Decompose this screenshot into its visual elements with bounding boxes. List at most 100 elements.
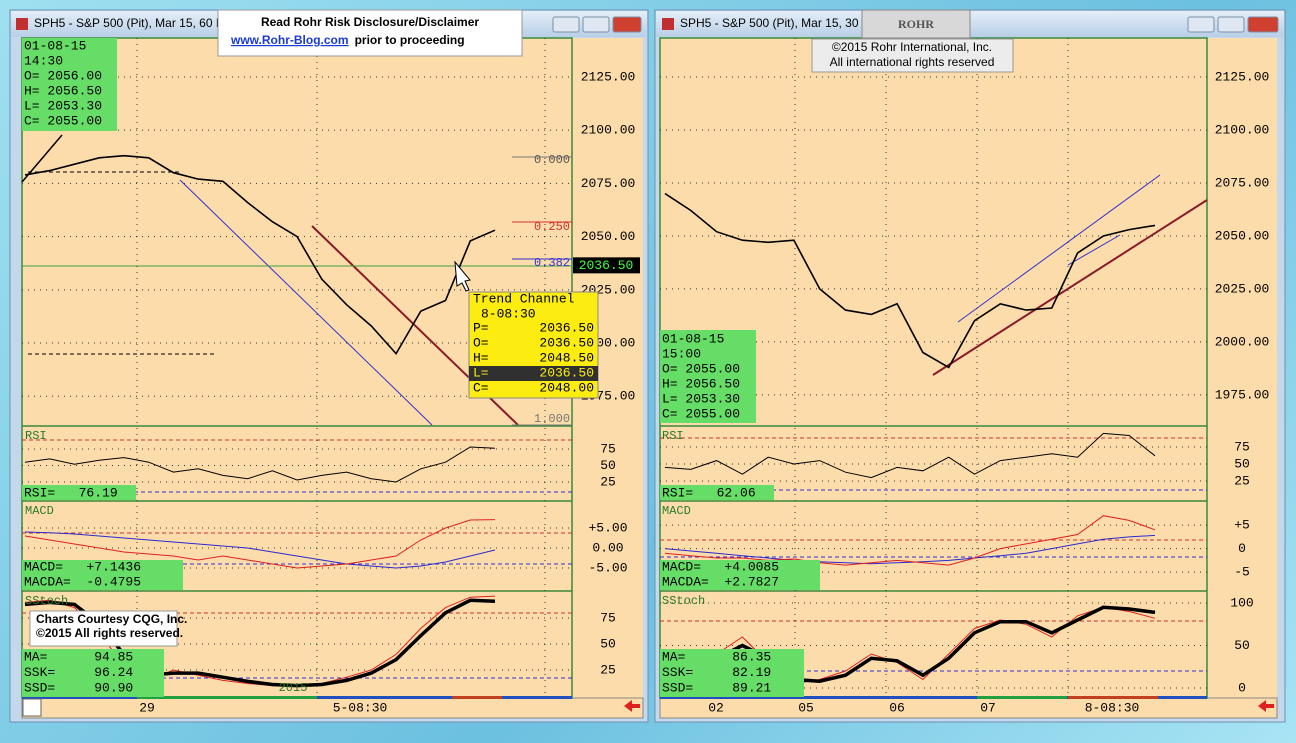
app-icon [662,18,674,30]
readout-text: H= 2056.50 [24,83,102,98]
tooltip-value: 2036.50 [539,335,594,350]
x-tick-label: 07 [980,700,996,715]
readout-box [22,560,183,590]
panel-label: MACD [25,504,54,518]
price-line [664,192,1156,369]
scroll-thumb[interactable] [22,698,42,717]
readout-text: MACDA= -0.4795 [24,574,141,589]
courtesy: Charts Courtesy CQG, Inc. ©2015 All righ… [29,610,187,647]
readout-text: MACD= +7.1436 [24,559,141,574]
ssd-line [664,605,1156,683]
macda-line [664,534,1156,565]
readout-text: O= 2056.00 [24,68,102,83]
readout-text: RSI= 76.19 [24,485,118,500]
y-tick-label: +5 [1234,518,1250,533]
window-buttons[interactable] [552,16,1279,33]
y-tick-label: 50 [600,458,616,473]
color-strip [22,696,1207,699]
y-tick-label: 25 [600,474,616,489]
readout-box [22,649,164,697]
app-icon [16,18,28,30]
tooltip-time: 8-08:30 [481,306,536,321]
price-line [24,154,496,356]
y-tick-label: 75 [600,441,616,456]
readout-text: 01-08-15 [24,38,86,53]
banner-link[interactable]: www.Rohr-Blog.com [230,33,349,47]
y-tick-label: 2100.00 [581,123,636,138]
tooltip-key: P= [473,320,489,335]
banner-title: Read Rohr Risk Disclosure/Disclaimer [261,15,479,29]
readout-text: L= 2053.30 [662,391,740,406]
readout-box [660,330,756,423]
tooltip-key: C= [473,380,489,395]
banner-tail: prior to proceeding [355,33,465,47]
x-tick-label: 06 [889,700,905,715]
tooltip-value: 2036.50 [539,365,594,380]
readout-box [660,560,820,590]
macd-line [664,515,1156,566]
y-tick-label: 50 [600,636,616,651]
y-tick-label: 2100.00 [1215,122,1270,137]
rsi-line [24,446,496,483]
readout-text: 14:30 [24,53,63,68]
readout-text: SSD= 89.21 [662,680,771,695]
readout-text: C= 2055.00 [24,113,102,128]
banner-line: www.Rohr-Blog.com prior to proceeding [230,33,465,47]
readout-box [660,485,774,500]
fib-label: 0.250 [534,220,570,234]
window-title: SPH5 - S&P 500 (Pit), Mar 15, 30 Min [680,16,881,30]
ssk-line [664,606,1156,685]
panel-label: SStoch [662,594,705,608]
scroll-arrow[interactable] [1258,700,1274,712]
y-tick-label: 2075.00 [1215,175,1270,190]
y-tick-label: 75 [600,610,616,625]
y-tick-label: 0 [1238,680,1246,695]
readout-text: SSK= 82.19 [662,665,771,680]
tooltip-value: 2048.00 [539,380,594,395]
last-price-box [573,257,640,274]
x-tick-label: 5-08:30 [333,700,388,715]
tooltip-key: H= [473,350,489,365]
readout-text: H= 2056.50 [662,376,740,391]
y-tick-label: 50 [1234,638,1250,653]
copyright: All international rights reserved [830,55,995,69]
tooltip-value: 2048.50 [539,350,594,365]
rsi-line [664,432,1156,479]
time-axis [659,697,1278,719]
fib-label: 0.000 [534,153,570,167]
tooltip-title: Trend Channel [473,291,575,306]
readout-text: SSD= 90.90 [24,680,133,695]
tooltip-value: 2036.50 [539,320,594,335]
fib-label: 1.000 [534,412,570,426]
y-tick-label: -5 [1234,565,1250,580]
y-tick-label: 2050.00 [1215,228,1270,243]
y-tick-label: -5.00 [588,560,627,575]
last-price-label: 2036.50 [579,258,634,273]
x-tick-label: 05 [798,700,814,715]
y-tick-label: 2000.00 [1215,334,1270,349]
readout-text: SSK= 96.24 [24,665,133,680]
x-tick-label: 02 [708,700,724,715]
tooltip-key: O= [473,335,489,350]
trend-lines [21,134,1208,679]
courtesy-text: ©2015 All rights reserved. [36,626,183,640]
readout-box [660,649,804,697]
y-tick-label: 25 [600,662,616,677]
readout-text: O= 2055.00 [662,361,740,376]
y-tick-label: 2125.00 [1215,69,1270,84]
readout-text: 15:00 [662,346,701,361]
y-tick-label: 75 [1234,439,1250,454]
y-tick-label: 0.00 [592,540,623,555]
readout-text: 01-08-15 [662,331,724,346]
y-tick-label: +5.00 [588,520,627,535]
scroll-arrow[interactable] [624,700,640,712]
tooltip-key: L= [473,365,489,380]
x-tick-label: 8-08:30 [1085,700,1140,715]
y-tick-label: 2025.00 [1215,281,1270,296]
logo-text: ROHR [898,17,934,31]
y-tick-label: 2050.00 [581,229,636,244]
panel-label: RSI [25,429,47,443]
trend-channel-tooltip: Trend Channel 8-08:30 [454,260,599,399]
panel-label: MACD [662,504,691,518]
logo: ROHR ©2015 Rohr International, Inc. All … [811,9,1014,73]
